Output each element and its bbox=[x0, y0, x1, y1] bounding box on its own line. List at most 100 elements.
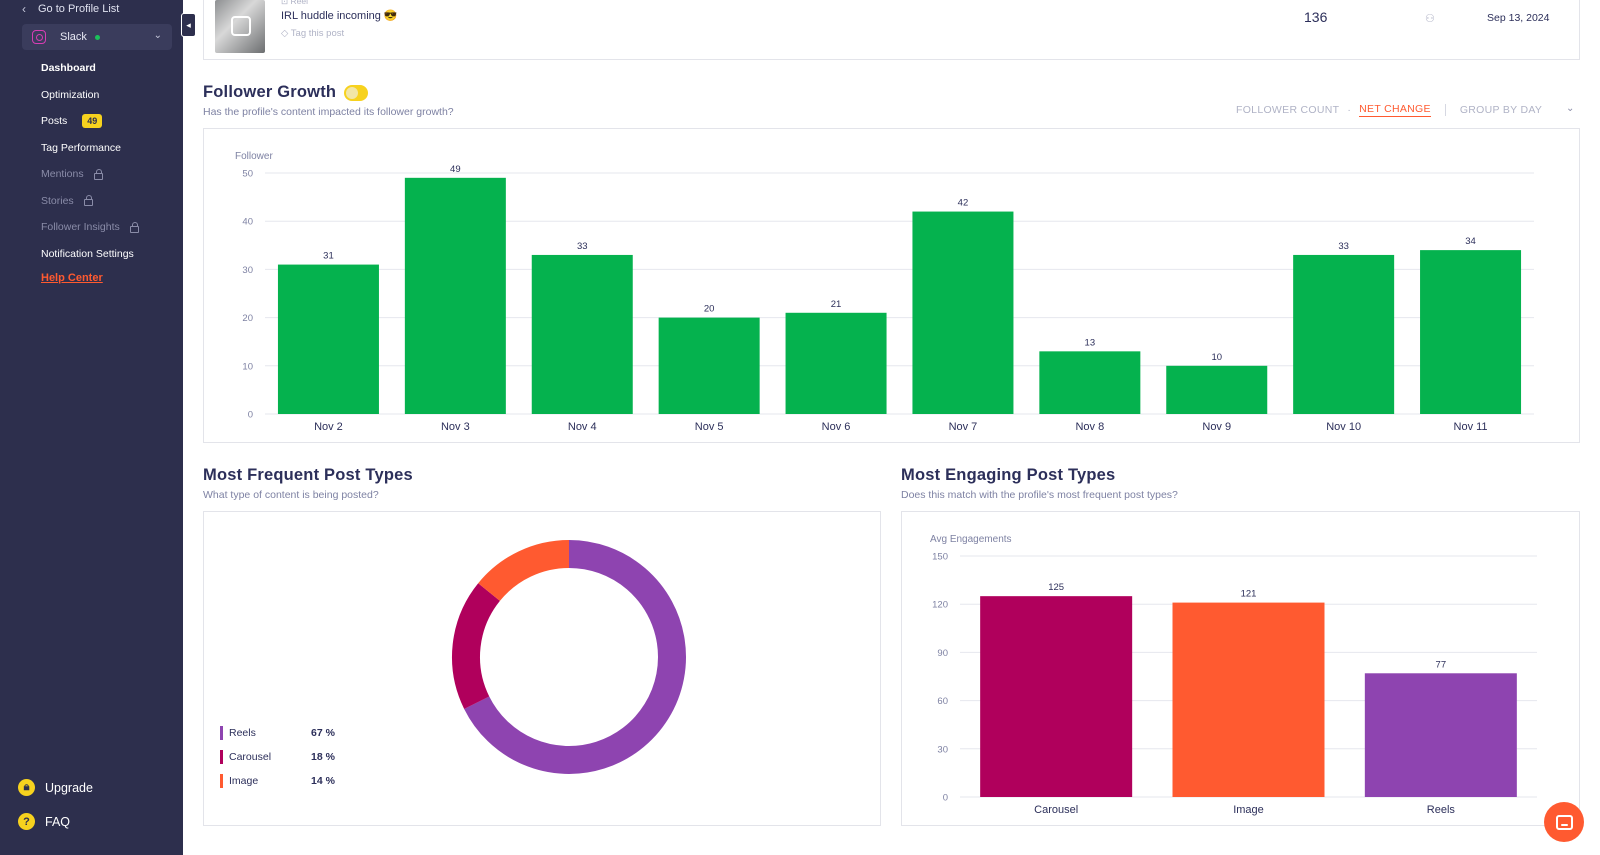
go-to-profile-list-link[interactable]: ‹ Go to Profile List bbox=[22, 0, 119, 18]
legend-swatch bbox=[220, 726, 223, 740]
donut-slice bbox=[478, 540, 570, 602]
data-label: 121 bbox=[1241, 589, 1257, 600]
sidebar-item-tag-performance[interactable]: Tag Performance bbox=[41, 135, 139, 162]
x-tick-label: Image bbox=[1233, 804, 1264, 816]
faq-label: FAQ bbox=[45, 814, 71, 829]
legend-value: 18 % bbox=[311, 751, 335, 763]
collapse-sidebar-button[interactable]: ◂ bbox=[181, 13, 196, 37]
legend-swatch bbox=[220, 774, 223, 788]
engagement-bar-chart: Avg Engagements 0 30 60 90 120 150 125 Carousel 1… bbox=[930, 534, 1537, 816]
post-title: IRL huddle incoming 😎 bbox=[281, 10, 398, 22]
sidebar-item-label: Notification Settings bbox=[41, 247, 134, 260]
data-label: 77 bbox=[1436, 659, 1447, 670]
y-tick-label: 60 bbox=[937, 696, 948, 707]
frequent-types-title: Most Frequent Post Types bbox=[203, 466, 413, 484]
bar bbox=[912, 211, 1014, 414]
post-thumbnail[interactable] bbox=[215, 0, 265, 53]
sidebar-item-label: Mentions bbox=[41, 168, 84, 181]
y-tick-label: 10 bbox=[242, 361, 253, 372]
tag-post-button[interactable]: ◇ Tag this post bbox=[281, 28, 344, 39]
data-label: 21 bbox=[831, 299, 842, 310]
users-icon: ⚇ bbox=[1425, 13, 1435, 25]
post-date: Sep 13, 2024 bbox=[1487, 12, 1550, 24]
profile-name: Slack bbox=[60, 31, 87, 43]
bar bbox=[785, 312, 887, 414]
y-tick-label: 0 bbox=[248, 410, 253, 421]
sidebar-item-label: Dashboard bbox=[41, 62, 96, 75]
post-type-text: Reel bbox=[290, 0, 308, 6]
follower-growth-title: Follower Growth bbox=[203, 83, 369, 102]
bar bbox=[1420, 250, 1522, 414]
reel-icon: ⊡ bbox=[281, 0, 291, 6]
y-tick-label: 150 bbox=[932, 552, 948, 563]
y-tick-label: 20 bbox=[242, 313, 253, 324]
net-change-tab[interactable]: NET CHANGE bbox=[1359, 103, 1431, 117]
follower-growth-chart: Follower 0 10 20 30 40 50 31 Nov 2 49 Nov 3 33 Nov 4… bbox=[235, 151, 1534, 433]
instagram-icon bbox=[32, 30, 46, 44]
sidebar-item-help-center[interactable]: Help Center bbox=[41, 267, 139, 289]
legend-swatch bbox=[220, 750, 223, 764]
engaging-types-subtitle: Does this match with the profile's most … bbox=[901, 489, 1178, 501]
sidebar-item-posts[interactable]: Posts 49 bbox=[41, 108, 139, 135]
profile-selector[interactable]: Slack ⌄ bbox=[22, 24, 172, 50]
bar bbox=[404, 177, 506, 414]
chat-icon bbox=[1555, 814, 1573, 830]
legend-item: Image 14 % bbox=[220, 769, 335, 793]
engaging-types-title: Most Engaging Post Types bbox=[901, 466, 1116, 484]
post-row[interactable]: ⊡ Reel IRL huddle incoming 😎 ◇ Tag this … bbox=[203, 0, 1580, 60]
y-tick-label: 120 bbox=[932, 600, 948, 611]
bar bbox=[277, 264, 379, 414]
x-tick-label: Nov 4 bbox=[568, 421, 597, 433]
lock-icon bbox=[83, 195, 93, 207]
sidebar-item-notification-settings[interactable]: Notification Settings bbox=[41, 241, 139, 268]
faq-button[interactable]: ? FAQ bbox=[18, 813, 70, 830]
sidebar-item-label: Stories bbox=[41, 194, 74, 207]
legend-value: 14 % bbox=[311, 775, 335, 787]
bar bbox=[1293, 254, 1395, 414]
post-metric: 136 bbox=[1304, 9, 1328, 25]
x-tick-label: Nov 11 bbox=[1454, 421, 1488, 433]
legend-name: Reels bbox=[229, 727, 256, 739]
chevron-down-icon[interactable]: ⌄ bbox=[1566, 103, 1575, 114]
legend-name: Image bbox=[229, 775, 259, 787]
toggle-icon[interactable] bbox=[344, 84, 369, 101]
help-center-link[interactable]: Help Center bbox=[41, 272, 103, 284]
engaging-types-card: Avg Engagements 0 30 60 90 120 150 125 Carousel 1… bbox=[901, 511, 1580, 826]
donut-slice bbox=[464, 540, 686, 774]
follower-growth-subtitle: Has the profile's content impacted its f… bbox=[203, 106, 454, 118]
sidebar-item-mentions[interactable]: Mentions bbox=[41, 161, 139, 188]
sidebar-item-follower-insights[interactable]: Follower Insights bbox=[41, 214, 139, 241]
post-type-label: ⊡ Reel bbox=[281, 0, 308, 7]
data-label: 49 bbox=[450, 164, 461, 175]
sidebar-item-label: Follower Insights bbox=[41, 221, 120, 234]
x-tick-label: Nov 9 bbox=[1202, 421, 1231, 433]
back-link-label: Go to Profile List bbox=[38, 3, 120, 15]
data-label: 13 bbox=[1085, 337, 1096, 348]
legend-name: Carousel bbox=[229, 751, 272, 763]
chevron-down-icon: ⌄ bbox=[153, 30, 162, 41]
upgrade-button[interactable]: 🔒︎ Upgrade bbox=[18, 779, 93, 796]
sidebar-item-label: Posts bbox=[41, 115, 68, 128]
sidebar: ‹ Go to Profile List Slack ⌄ Dashboard O… bbox=[0, 0, 183, 855]
y-tick-label: 90 bbox=[937, 648, 948, 659]
y-tick-label: 50 bbox=[242, 169, 253, 180]
bar bbox=[1039, 351, 1141, 414]
follower-growth-controls: FOLLOWER COUNT · NET CHANGE GROUP BY DAY bbox=[1236, 103, 1542, 117]
follower-count-tab[interactable]: FOLLOWER COUNT bbox=[1236, 104, 1340, 116]
sidebar-item-dashboard[interactable]: Dashboard bbox=[41, 55, 139, 82]
chat-support-button[interactable] bbox=[1544, 802, 1584, 842]
sidebar-item-stories[interactable]: Stories bbox=[41, 188, 139, 215]
bar bbox=[1364, 673, 1517, 797]
data-label: 10 bbox=[1211, 352, 1222, 363]
group-by-dropdown[interactable]: GROUP BY DAY bbox=[1459, 104, 1543, 116]
frequent-types-card: Reels 67 % Carousel 18 % Image 14 % bbox=[203, 511, 881, 826]
data-label: 33 bbox=[577, 241, 588, 252]
divider bbox=[1444, 104, 1446, 116]
donut-slice bbox=[452, 583, 501, 709]
lock-icon bbox=[129, 221, 139, 233]
sidebar-item-optimization[interactable]: Optimization bbox=[41, 82, 139, 109]
x-tick-label: Nov 10 bbox=[1326, 421, 1361, 433]
x-tick-label: Nov 2 bbox=[314, 421, 343, 433]
y-tick-label: 40 bbox=[242, 217, 253, 228]
bar bbox=[531, 254, 633, 414]
